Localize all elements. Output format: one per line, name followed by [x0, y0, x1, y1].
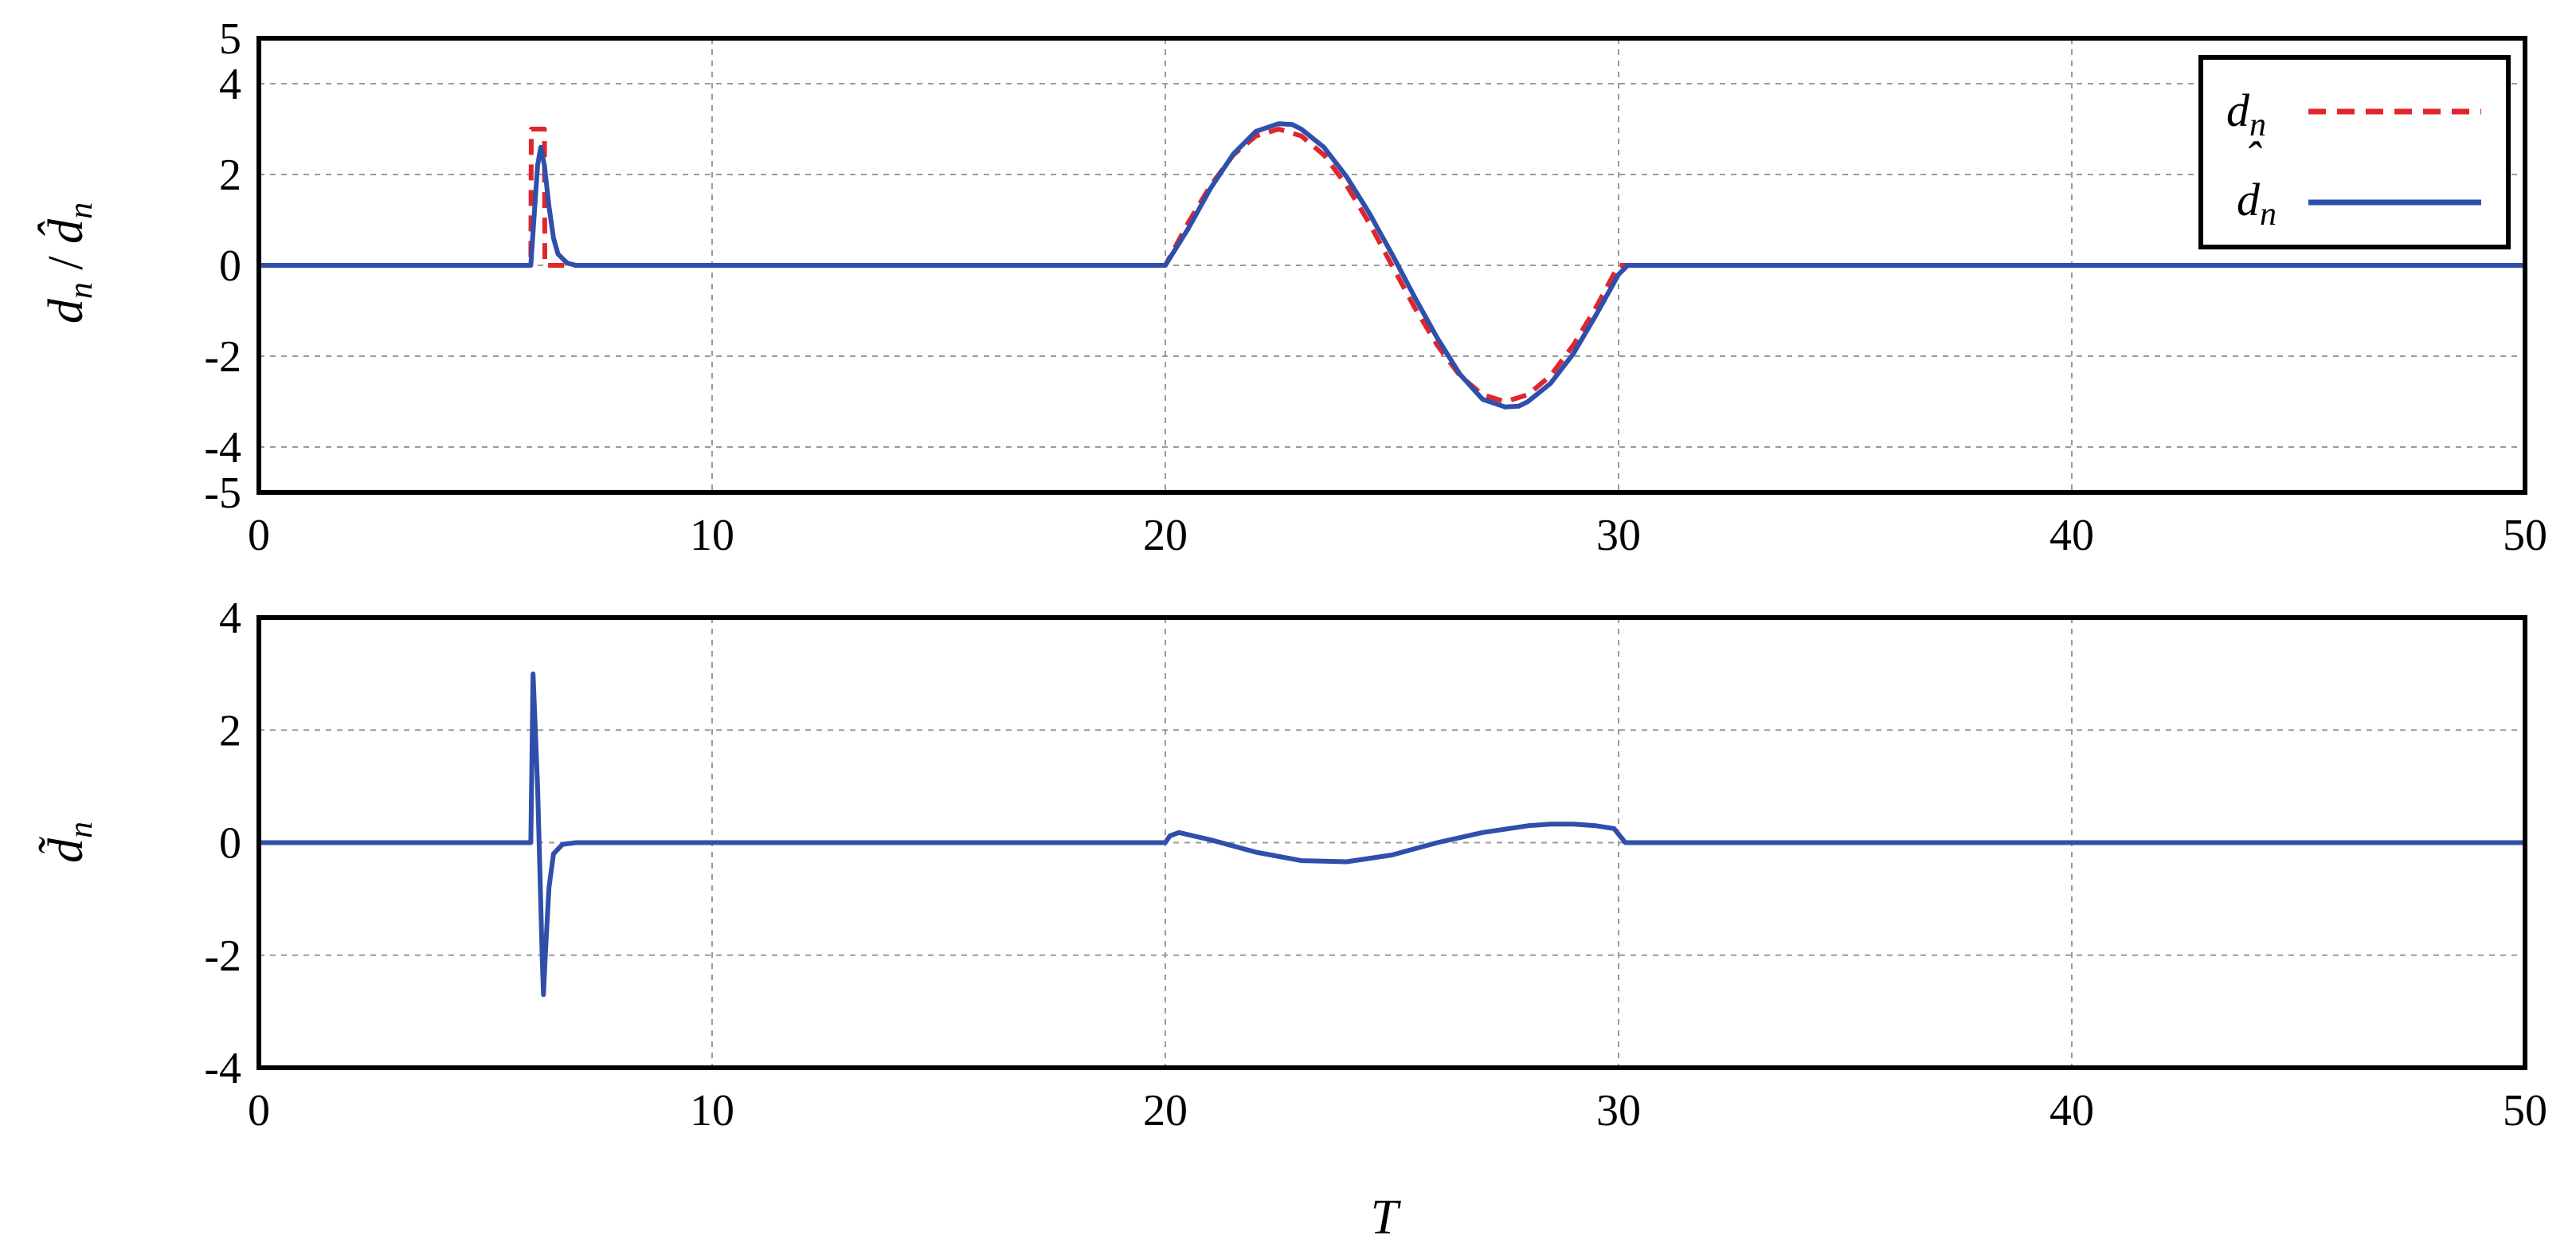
legend: dn dn ˆ: [2198, 55, 2511, 249]
bottom-y-tick-label: 0: [219, 819, 241, 869]
top-ylabel: dn / d̂n: [37, 202, 100, 324]
top-y-tick-label: 4: [219, 60, 241, 109]
bottom-y-tick-label: -2: [204, 931, 241, 981]
bottom-x-tick-label: 20: [1143, 1086, 1188, 1135]
top-ylabel-sub2: n: [63, 202, 100, 219]
top-y-tick-label: -4: [204, 423, 241, 473]
top-x-tick-label: 10: [690, 511, 734, 560]
top-x-tick-label: 20: [1143, 511, 1188, 560]
bottom-x-tick-label: 50: [2503, 1086, 2547, 1135]
bottom-x-tick-label: 40: [2049, 1086, 2094, 1135]
bottom-ylabel: d̃n: [38, 822, 100, 863]
top-x-tick-label: 0: [248, 511, 270, 560]
top-y-tick-label: 0: [219, 241, 241, 291]
legend-hat-mark: ˆ: [2245, 132, 2262, 184]
top-x-tick-label: 40: [2049, 511, 2094, 560]
bottom-ylabel-d: d̃: [38, 837, 93, 863]
bottom-x-tick-label: 0: [248, 1086, 270, 1135]
bottom-series: [256, 671, 2527, 998]
top-y-tick-label: -2: [204, 332, 241, 382]
top-x-tick-label: 50: [2503, 511, 2547, 560]
bottom-x-tick-label: 30: [1596, 1086, 1641, 1135]
top-ylabel-d2: d̂: [37, 218, 93, 244]
top-plot-frame: [256, 36, 2527, 495]
legend-box: [2198, 55, 2511, 249]
top-ylabel-slash: /: [39, 244, 93, 282]
bottom-y-tick-label: 2: [219, 706, 241, 755]
bottom-x-tick-label: 10: [690, 1086, 734, 1135]
bottom-y-tick-label: 4: [219, 594, 241, 643]
bottom-plot-frame: [256, 615, 2527, 1070]
top-series-line-0: [259, 127, 2525, 404]
top-y-tick-label: 5: [219, 14, 241, 64]
bottom-ylabel-sub: n: [63, 822, 100, 838]
top-y-tick-label: 2: [219, 151, 241, 200]
top-series-line-1: [256, 121, 2527, 410]
bottom-xlabel: T: [1371, 1190, 1402, 1245]
top-y-tick-label: -5: [204, 469, 241, 518]
top-series: [256, 121, 2527, 410]
top-x-tick-label: 30: [1596, 511, 1641, 560]
top-ylabel-sub1: n: [63, 282, 100, 299]
top-ylabel-d1: d: [39, 298, 93, 324]
bottom-y-tick-label: -4: [204, 1044, 241, 1093]
bottom-series-line-0: [256, 671, 2527, 998]
